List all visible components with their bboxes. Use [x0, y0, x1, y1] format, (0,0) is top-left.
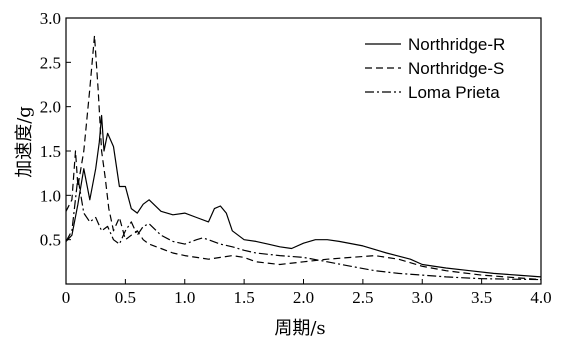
legend-label: Northridge-R — [408, 35, 505, 54]
x-tick-label: 3.5 — [471, 288, 492, 307]
y-tick-label: 0.5 — [40, 231, 61, 250]
x-tick-label: 3.0 — [412, 288, 433, 307]
x-tick-label: 1.5 — [234, 288, 255, 307]
x-tick-label: 0 — [62, 288, 71, 307]
tick-labels: 0 0.5 1.0 1.5 2.0 2.5 3.0 3.5 4.0 0.5 1.0 1.5 2.0 2.5… — [40, 9, 552, 307]
y-tick-label: 1.5 — [40, 142, 61, 161]
y-tick-label: 1.0 — [40, 186, 61, 205]
legend-label: Loma Prieta — [408, 83, 500, 102]
x-tick-label: 4.0 — [530, 288, 551, 307]
plot-frame — [65, 17, 542, 285]
x-tick-label: 2.0 — [293, 288, 314, 307]
series-line-1 — [65, 35, 542, 281]
series-line-0 — [65, 114, 542, 278]
series-layer — [65, 35, 542, 281]
x-tick-label: 0.5 — [115, 288, 136, 307]
y-tick-label: 3.0 — [40, 9, 61, 28]
y-tick-label: 2.0 — [40, 98, 61, 117]
legend: Northridge-R Northridge-S Loma Prieta — [365, 35, 505, 102]
legend-label: Northridge-S — [408, 59, 504, 78]
x-tick-label: 2.5 — [352, 288, 373, 307]
y-axis-title: 加速度/g — [14, 106, 35, 178]
y-tick-label: 2.5 — [40, 53, 61, 72]
axes — [65, 17, 542, 285]
x-tick-label: 1.0 — [174, 288, 195, 307]
series-line-2 — [65, 177, 542, 281]
x-axis-title: 周期/s — [274, 318, 325, 339]
